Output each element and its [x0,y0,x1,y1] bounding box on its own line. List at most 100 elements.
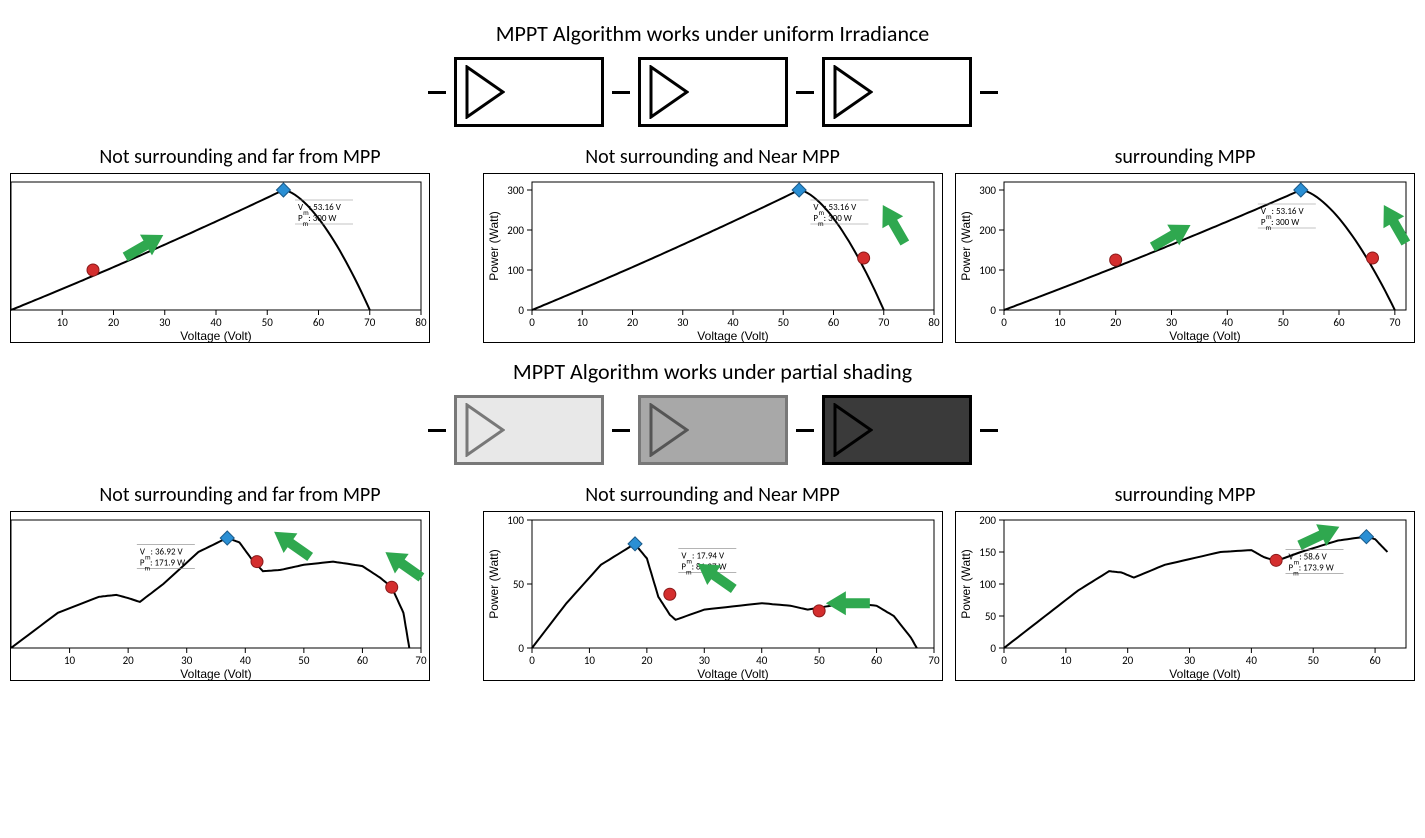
svg-text:200: 200 [979,224,996,237]
svg-text:50: 50 [985,610,997,623]
svg-text:40: 40 [756,654,768,667]
svg-text:50: 50 [262,316,274,329]
section1-title: MPPT Algorithm works under uniform Irrad… [10,20,1415,47]
svg-text:Voltage (Volt): Voltage (Volt) [180,667,251,681]
svg-text:60: 60 [1333,316,1345,329]
chart-u3-svg: 0 10 20 30 40 50 60 70 0 100 200 300 Voltage (Volt) P… [955,173,1415,343]
svg-text:70: 70 [1389,316,1401,329]
svg-text:0: 0 [529,316,535,329]
svg-text:10: 10 [583,654,595,667]
shaded-panel-row [10,395,1415,465]
svg-text:Power (Watt): Power (Watt) [487,549,501,619]
svg-text:30: 30 [181,654,193,667]
pv-panel [454,57,604,127]
svg-text:200: 200 [979,514,996,527]
svg-text:20: 20 [1110,316,1122,329]
svg-text:30: 30 [677,316,689,329]
svg-text:60: 60 [357,654,369,667]
svg-text:60: 60 [313,316,325,329]
chart-s3-title: surrounding MPP [955,483,1415,507]
svg-text:20: 20 [123,654,135,667]
svg-text:Voltage (Volt): Voltage (Volt) [180,329,251,343]
pv-panel [822,395,972,465]
shaded-charts-row: Not surrounding and far from MPP 10 20 30 4… [10,483,1415,686]
svg-text:20: 20 [1122,654,1134,667]
svg-text:100: 100 [507,514,524,527]
svg-text:0: 0 [1001,316,1007,329]
chart-s1-svg: 10203040506070Voltage (Volt)Vm: 36.92 VP… [10,511,430,681]
svg-text:50: 50 [512,578,524,591]
svg-text:10: 10 [57,316,69,329]
svg-text:0: 0 [990,304,996,317]
chart-s1: Not surrounding and far from MPP 10 20 30 4… [10,483,470,686]
chart-u1: Not surrounding and far from MPP 10 20 30 4… [10,145,470,348]
svg-text:50: 50 [298,654,310,667]
svg-text:Power (Watt): Power (Watt) [959,549,973,619]
svg-text:10: 10 [64,654,76,667]
svg-text:30: 30 [698,654,710,667]
chart-u1-title: Not surrounding and far from MPP [10,145,470,169]
svg-text:Power (Watt): Power (Watt) [487,211,501,281]
chart-s1-title: Not surrounding and far from MPP [10,483,470,507]
svg-text:20: 20 [626,316,638,329]
pv-panel [638,395,788,465]
chart-u3-title: surrounding MPP [955,145,1415,169]
svg-text:Voltage (Volt): Voltage (Volt) [1169,329,1240,343]
svg-text:300: 300 [979,184,996,197]
svg-text:20: 20 [108,316,120,329]
uniform-panel-row [10,57,1415,127]
svg-text:0: 0 [529,654,535,667]
svg-text:0: 0 [1001,654,1007,667]
svg-text:200: 200 [507,224,524,237]
svg-text:40: 40 [1222,316,1234,329]
svg-text:50: 50 [813,654,825,667]
chart-u2-svg: 010203040506070800100200300Voltage (Volt… [483,173,943,343]
svg-text:0: 0 [990,642,996,655]
svg-text:60: 60 [1369,654,1381,667]
svg-text:70: 70 [878,316,890,329]
svg-text:Voltage (Volt): Voltage (Volt) [697,329,768,343]
svg-text:100: 100 [507,264,524,277]
svg-text:50: 50 [1308,654,1320,667]
svg-text:40: 40 [210,316,222,329]
chart-s2-title: Not surrounding and Near MPP [483,483,943,507]
uniform-charts-row: Not surrounding and far from MPP 10 20 30 4… [10,145,1415,348]
svg-text:100: 100 [979,264,996,277]
svg-text:Power (Watt): Power (Watt) [959,211,973,281]
svg-text:70: 70 [415,654,427,667]
svg-text:50: 50 [777,316,789,329]
section2-title: MPPT Algorithm works under partial shadi… [10,358,1415,385]
pv-panel [454,395,604,465]
chart-s2-svg: 0 10 20 30 40 50 60 70 0 50 100 Voltage (Volt) Power… [483,511,943,681]
svg-text:100: 100 [979,578,996,591]
chart-u2: Not surrounding and Near MPP 0 10 20 30 40 50… [483,145,943,348]
svg-text:40: 40 [727,316,739,329]
svg-text:60: 60 [870,654,882,667]
svg-text:80: 80 [928,316,940,329]
chart-s3: surrounding MPP 010203040506005010015020… [955,483,1415,686]
chart-u1-svg: 1020304050607080Voltage (Volt)Vm: 53.16 … [10,173,430,343]
svg-text:10: 10 [1054,316,1066,329]
svg-text:10: 10 [1060,654,1072,667]
chart-u2-title: Not surrounding and Near MPP [483,145,943,169]
svg-text:10: 10 [576,316,588,329]
svg-text:300: 300 [507,184,524,197]
svg-text:Voltage (Volt): Voltage (Volt) [697,667,768,681]
svg-text:30: 30 [1184,654,1196,667]
svg-text:Voltage (Volt): Voltage (Volt) [1169,667,1240,681]
svg-text:0: 0 [518,642,524,655]
svg-text:40: 40 [1246,654,1258,667]
svg-text:80: 80 [415,316,427,329]
svg-text:20: 20 [641,654,653,667]
chart-s3-svg: 0102030405060050100150200Voltage (Volt)P… [955,511,1415,681]
pv-panel [822,57,972,127]
chart-s2: Not surrounding and Near MPP 0 10 20 30 40 50… [483,483,943,686]
svg-text:0: 0 [518,304,524,317]
svg-text:70: 70 [364,316,376,329]
svg-text:40: 40 [240,654,252,667]
svg-text:70: 70 [928,654,940,667]
svg-text:50: 50 [1278,316,1290,329]
svg-text:30: 30 [1166,316,1178,329]
svg-text:30: 30 [159,316,171,329]
pv-panel [638,57,788,127]
